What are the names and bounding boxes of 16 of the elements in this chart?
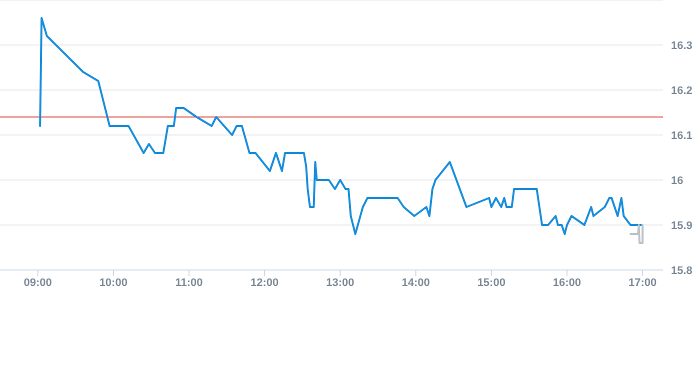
- y-tick-label: 15.8: [671, 264, 692, 277]
- x-tick-label: 09:00: [24, 276, 52, 289]
- x-tick-label: 11:00: [175, 276, 203, 289]
- x-tick-label: 10:00: [99, 276, 128, 289]
- y-tick-label: 16.3: [671, 40, 692, 52]
- y-tick-label: 16: [671, 174, 684, 187]
- x-tick-label: 17:00: [628, 276, 657, 289]
- x-tick-label: 14:00: [402, 276, 430, 289]
- y-tick-label: 16.1: [671, 130, 692, 142]
- x-tick-label: 13:00: [326, 276, 354, 289]
- line-series: [39, 17, 642, 235]
- y-tick-label: 15.9: [671, 220, 692, 232]
- x-tick-label: 12:00: [250, 276, 279, 289]
- y-tick-label: 16.2: [671, 84, 692, 97]
- x-tick-label: 16:00: [552, 276, 582, 289]
- x-tick-label: 15:00: [477, 276, 506, 289]
